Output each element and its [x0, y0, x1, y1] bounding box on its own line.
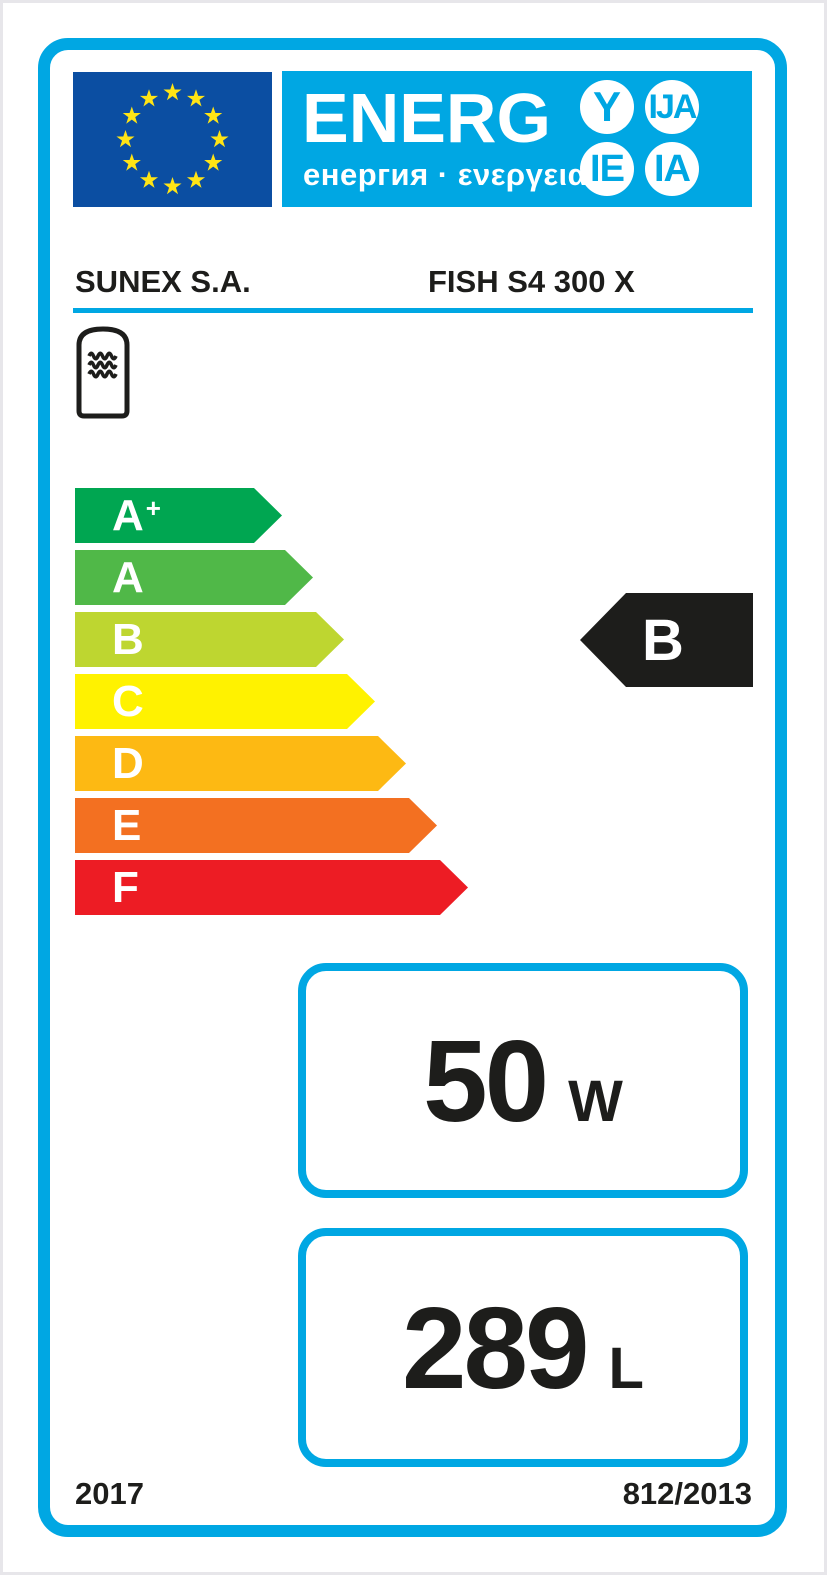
rating-letter: A [112, 490, 144, 540]
rating-row-e: E [75, 798, 437, 853]
storage-volume-value: 289 [402, 1282, 590, 1413]
header-divider [73, 308, 753, 313]
rating-row-a-plus: A + [75, 488, 282, 543]
standing-loss-box: 50 W [298, 963, 748, 1198]
storage-volume-unit: L [608, 1335, 644, 1401]
rating-row-c: C [75, 674, 375, 729]
rating-letter-sup: + [145, 492, 161, 523]
language-badge-ia: IA [645, 142, 699, 196]
language-badge-ie: IE [580, 142, 634, 196]
rating-indicator-letter: B [642, 607, 684, 673]
standing-loss-value: 50 [423, 1015, 549, 1146]
footer-year: 2017 [75, 1476, 144, 1511]
energy-logo-panel: ENERG енергия · ενεργεια Y IJA IE IA [282, 71, 752, 207]
energ-subtitle: енергия · ενεργεια [303, 157, 588, 192]
rating-row-f: F [75, 860, 468, 915]
energ-wordmark: ENERG [302, 79, 551, 157]
storage-volume-box: 289 L [298, 1228, 748, 1467]
rating-letter: F [112, 862, 139, 912]
rating-letter: D [112, 738, 144, 788]
standing-loss-unit: W [568, 1068, 623, 1134]
supplier-name: SUNEX S.A. [75, 264, 251, 299]
language-badge-y: Y [580, 80, 634, 134]
rating-letter: A [112, 552, 144, 602]
water-tank-icon [76, 324, 130, 425]
model-name: FISH S4 300 X [428, 264, 635, 299]
footer-regulation: 812/2013 [622, 1476, 752, 1511]
eu-flag-stars [116, 83, 229, 195]
rating-letter: C [112, 676, 144, 726]
rating-row-b: B [75, 612, 344, 667]
footer: 2017 812/2013 [75, 1476, 752, 1512]
language-badge-ija: IJA [645, 80, 699, 134]
rating-letter: E [112, 800, 142, 850]
rating-row-a: A [75, 550, 313, 605]
rating-scale: A + A B C D E F [75, 488, 468, 915]
rating-row-d: D [75, 736, 406, 791]
rating-letter: B [112, 614, 144, 664]
eu-flag-icon [73, 72, 272, 207]
